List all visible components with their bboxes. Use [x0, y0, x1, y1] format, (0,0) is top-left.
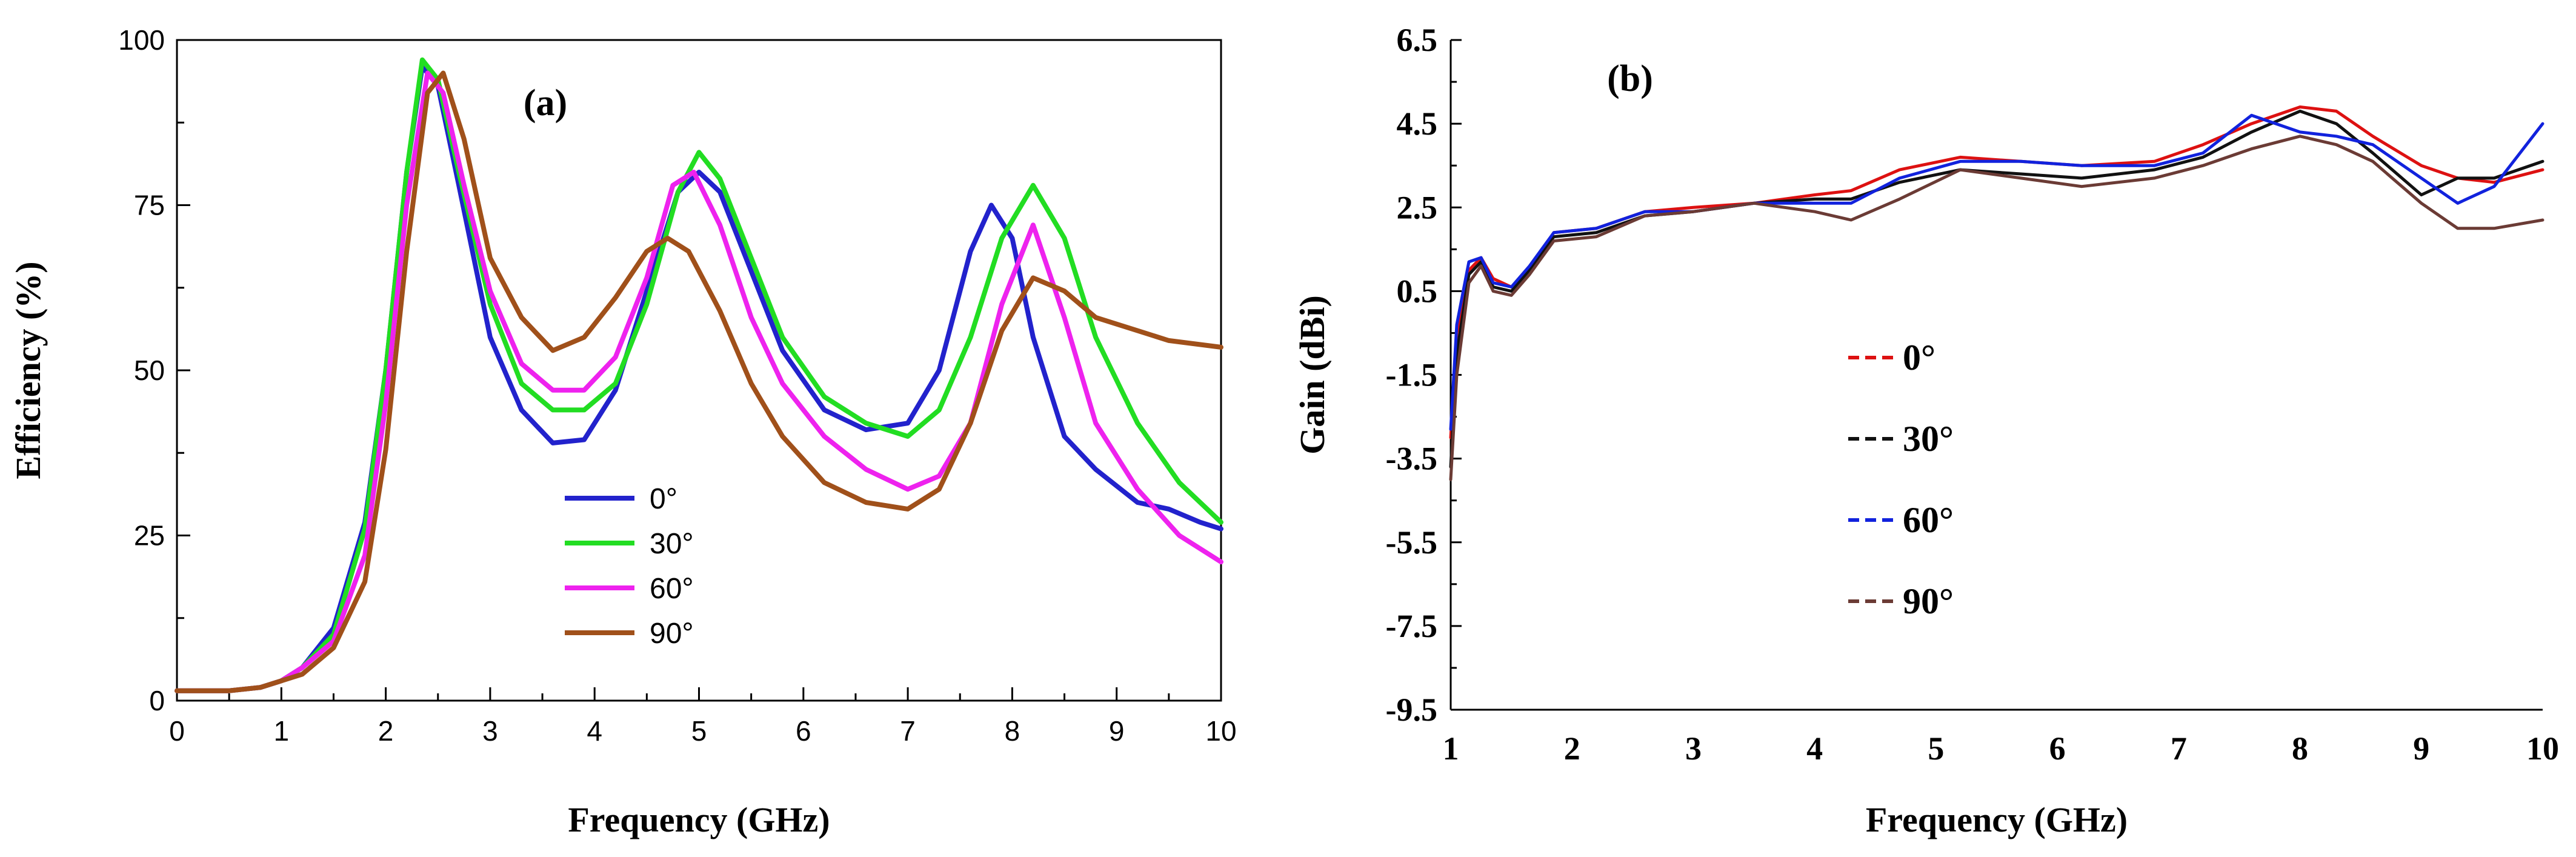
legend-label-b: 0°	[1903, 338, 1935, 378]
x-tick-label-b: 7	[2171, 730, 2187, 767]
x-tick-label-a: 0	[169, 715, 185, 747]
y-axis-title-b: Gain (dBi)	[1293, 295, 1332, 455]
x-tick-label-a: 6	[796, 715, 811, 747]
x-tick-label-a: 9	[1109, 715, 1125, 747]
y-tick-label-a: 100	[118, 24, 165, 56]
panel-label-a: (a)	[524, 82, 567, 124]
legend-label-a: 90°	[650, 618, 694, 650]
x-tick-label-b: 5	[1928, 730, 1944, 767]
x-tick-label-b: 2	[1564, 730, 1580, 767]
x-tick-label-a: 7	[900, 715, 916, 747]
x-tick-label-a: 4	[587, 715, 602, 747]
y-tick-label-a: 75	[134, 190, 165, 221]
x-tick-label-b: 9	[2413, 730, 2429, 767]
y-tick-label-b: 0.5	[1397, 273, 1438, 309]
x-tick-label-b: 3	[1685, 730, 1702, 767]
x-tick-label-a: 5	[691, 715, 707, 747]
y-tick-label-b: -9.5	[1386, 692, 1437, 728]
x-tick-label-a: 8	[1005, 715, 1020, 747]
x-axis-title-a: Frequency (GHz)	[568, 800, 830, 839]
y-axis-title-a: Efficiency (%)	[8, 261, 48, 479]
y-tick-label-b: -1.5	[1386, 357, 1437, 393]
y-tick-label-b: -3.5	[1386, 441, 1437, 477]
series-line-a-1	[175, 57, 1223, 693]
legend-label-a: 30°	[650, 528, 694, 560]
y-tick-label-b: 2.5	[1397, 189, 1438, 225]
x-tick-label-a: 3	[482, 715, 498, 747]
gain-chart: 1 2 3 4 5 6 7 8 9 10 -9.5 -7.5 -5.5 -3.5 -1.5 0.5 2.5 4.5…	[1293, 22, 2559, 839]
x-tick-label-b: 10	[2526, 730, 2559, 767]
legend-label-b: 30°	[1903, 419, 1954, 459]
series-line-b-2	[1449, 113, 2544, 431]
legend-label-b: 60°	[1903, 500, 1954, 540]
x-axis-title-b: Frequency (GHz)	[1866, 800, 2128, 839]
y-tick-label-b: 4.5	[1397, 105, 1438, 142]
y-tick-label-a: 0	[149, 685, 165, 716]
y-tick-label-a: 50	[134, 355, 165, 386]
x-tick-label-a: 2	[378, 715, 394, 747]
series-line-a-3	[175, 70, 1223, 693]
panel-label-b: (b)	[1607, 58, 1653, 99]
x-tick-label-b: 6	[2049, 730, 2066, 767]
y-tick-label-b: -5.5	[1386, 524, 1437, 561]
y-tick-label-b: 6.5	[1397, 22, 1438, 58]
x-tick-label-a: 10	[1205, 715, 1236, 747]
y-tick-label-b: -7.5	[1386, 608, 1437, 644]
series-line-b-0	[1449, 105, 2544, 439]
x-tick-label-b: 4	[1806, 730, 1823, 767]
x-tick-label-b: 8	[2292, 730, 2308, 767]
series-line-a-2	[175, 70, 1223, 693]
legend-label-b: 90°	[1903, 581, 1954, 621]
legend-label-a: 60°	[650, 573, 694, 605]
x-tick-label-b: 1	[1443, 730, 1459, 767]
y-tick-label-a: 25	[134, 520, 165, 552]
x-tick-label-a: 1	[274, 715, 290, 747]
series-line-b-3	[1449, 135, 2544, 481]
legend-label-a: 0°	[650, 483, 677, 515]
